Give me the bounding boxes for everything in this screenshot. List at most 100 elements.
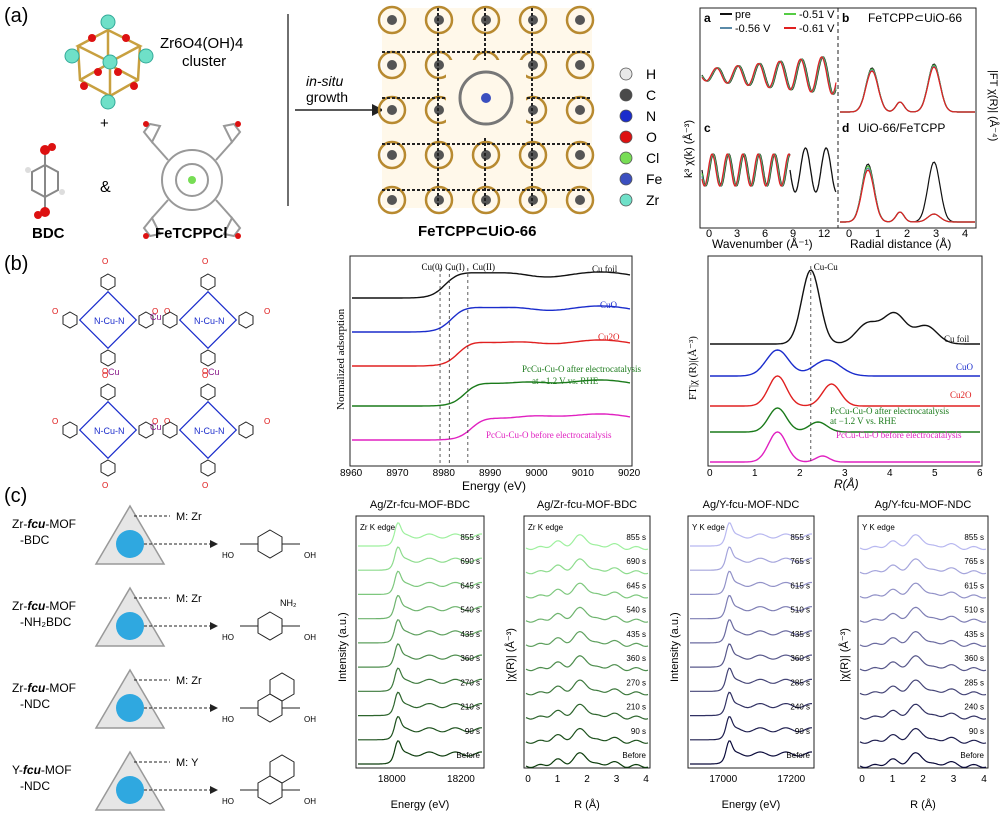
c-plot-time-label: 90 s [631,727,646,736]
exafs-legend-label: -0.61 V [799,23,835,35]
linker-oh: OH [304,551,316,560]
mof-metal-label: M: Zr [176,511,202,523]
c-plot-time-label: 540 s [626,606,646,615]
mof-node [387,195,397,205]
xanes-curve [352,413,631,441]
exafs-b-xlabel: R(Å) [834,476,859,491]
c-plot-curve [859,534,987,551]
cluster-formula: Zr6O4(OH)4 [160,35,243,52]
linker-ring-2 [269,672,295,702]
c-plot-time-label: 540 s [460,606,480,615]
exafs-b-curve-label: PcCu-Cu-O before electrocatalysis [836,430,962,440]
legend-label: Fe [646,171,663,187]
pc-cu-label: N-Cu-N [94,426,125,436]
c-plot-xtick: 1 [890,774,896,785]
c-plot-xlabel: Energy (eV) [391,799,450,811]
panel-c-plots: Ag/Zr-fcu-MOF-BDC Zr K edge Intensity (a.u… [337,499,989,811]
c-plot-time-label: 435 s [964,630,984,639]
exafs-b-curve [710,269,980,345]
arrow-label-bottom: growth [306,89,348,105]
exafs-b-xtick: 5 [932,468,938,479]
legend-swatch [619,151,633,165]
c-plot-curve [525,534,649,551]
c-plot-xtick: 4 [643,774,649,785]
linker-oh: HO [222,715,234,724]
c-plot-ylabel: Intensity (a.u.) [337,612,349,682]
xanes-marker-label: Cu(0) [422,262,443,272]
c-plot-time-label: Before [786,751,810,760]
pc-benzo-ring [100,349,116,367]
xtick-left: 9 [790,228,796,240]
xtick-left: 3 [734,228,740,240]
c-plot-curve [525,606,649,623]
fetcpp-label: FeTCPPCl [155,225,228,242]
c-plot-curve [690,619,812,644]
c-plot-curve [859,630,987,648]
c-plot-curve [690,594,812,620]
mof-ring [377,140,407,170]
pc-methoxy: O [152,417,158,426]
c-plot-time-label: 360 s [964,654,984,663]
exafs-b-curve-label: at −1.2 V vs. RHE [830,416,897,426]
c-plot-frame [523,515,651,769]
c-plot-curve [859,582,987,599]
mof-porphyrin [458,70,514,126]
ylabel-left: k³ χ(k) (Å⁻³) [682,120,695,178]
mof-node [575,195,585,205]
legend-label: H [646,66,656,82]
pc-benzo-ring [138,311,154,329]
title-b: FeTCPP⊂UiO-66 [868,11,962,25]
mof-name: Zr-fcu-MOF [12,681,76,695]
panel-b-label: (b) [4,253,28,275]
c-plot-time-label: 240 s [790,703,810,712]
exafs-c-pre-tail [789,147,837,193]
c-plot-title: Ag/Y-fcu-MOF-NDC [703,499,800,511]
pc-cu-link: Cu [150,422,162,432]
amp-sign: & [100,179,111,196]
legend-swatch [619,172,633,186]
exafs-b-curve-label: PcCu-Cu-O after electrocatalysis [830,406,949,416]
pc-methoxy: O [102,371,108,380]
bdc-molecule-illustration [25,143,65,219]
pc-benzo-ring [138,421,154,439]
pc-methoxy: O [52,307,58,316]
plus-sign: + [100,115,109,132]
xtick-right: 0 [846,228,852,240]
legend-label: N [646,108,656,124]
c-plot-time-label: Before [456,751,480,760]
c-plot-curve [690,716,812,741]
xanes-curve-label: Cu foil [592,264,618,274]
arrow-label-top: in-situ [306,73,344,89]
c-plot-curve [859,727,987,744]
c-plot-ylabel: Intensity (a.u.) [669,612,681,682]
linker-oh: OH [304,715,316,724]
mof-caption: FeTCPP⊂UiO-66 [418,223,536,240]
c-plot-time-label: 360 s [460,654,480,663]
pc-methoxy: O [164,307,170,316]
c-plot-curve [859,679,987,696]
c-plot-title: Ag/Zr-fcu-MOF-BDC [370,499,470,511]
xanes-xlabel: Energy (eV) [462,479,526,493]
linker-arrowhead [210,786,218,794]
c-plot-time-label: 855 s [460,533,480,542]
c-plot-xtick: 3 [951,774,957,785]
c-plot-curve [525,582,649,599]
exafs-b-curve [710,407,980,433]
c-plot-time-label: 615 s [964,581,984,590]
c-plot-curve [525,752,649,769]
exafs-legend-label: -0.56 V [735,23,771,35]
c-plot-curve [690,740,812,765]
pc-benzo-ring [62,421,78,439]
mof-ring [424,185,454,215]
c-plot-xtick: 2 [920,774,926,785]
c-plot-time-label: 270 s [460,678,480,687]
c-plot-curve [859,606,987,623]
pc-methoxy: O [52,417,58,426]
pc-methoxy: O [264,417,270,426]
exafs-legend-label: pre [735,9,751,21]
xtick-right: 2 [904,228,910,240]
xanes-curve-label: CuO [600,300,618,310]
c-plot-edge: Zr K edge [528,523,564,532]
